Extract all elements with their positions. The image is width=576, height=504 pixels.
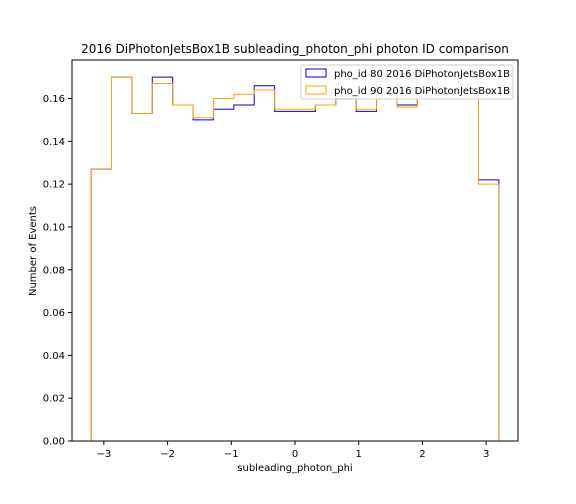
y-tick-label: 0.00	[43, 437, 65, 448]
y-tick-label: 0.02	[43, 394, 65, 405]
x-tick-label: −2	[160, 449, 175, 460]
chart-title: 2016 DiPhotonJetsBox1B subleading_photon…	[81, 42, 509, 56]
legend-swatch-pho-id-80	[305, 68, 327, 78]
y-tick-label: 0.08	[43, 265, 65, 276]
legend-box	[300, 64, 514, 100]
y-tick-label: 0.04	[43, 351, 65, 362]
x-tick-label: −1	[224, 449, 239, 460]
legend-label-pho-id-80: pho_id 80 2016 DiPhotonJetsBox1B	[334, 69, 510, 80]
y-tick-label: 0.14	[43, 137, 65, 148]
y-tick-label: 0.16	[43, 94, 65, 105]
x-tick-label: 3	[483, 449, 489, 460]
y-axis-ticks: 0.00 0.02 0.04 0.06 0.08 0.10 0.12 0.14 0.16	[43, 94, 72, 448]
y-tick-label: 0.12	[43, 180, 65, 191]
plot-area	[72, 60, 518, 441]
x-axis-ticks: −3 −2 −1 0 1 2 3	[96, 441, 489, 460]
x-axis-label: subleading_photon_phi	[237, 463, 352, 474]
y-axis-label: Number of Events	[28, 206, 39, 296]
y-tick-label: 0.06	[43, 308, 65, 319]
x-tick-label: 1	[356, 449, 362, 460]
legend-label-pho-id-90: pho_id 90 2016 DiPhotonJetsBox1B	[334, 86, 510, 97]
legend: pho_id 80 2016 DiPhotonJetsBox1B pho_id …	[300, 64, 514, 100]
x-tick-label: −3	[96, 449, 111, 460]
y-tick-label: 0.10	[43, 222, 65, 233]
legend-swatch-pho-id-90	[305, 85, 327, 95]
x-tick-label: 0	[292, 449, 298, 460]
x-tick-label: 2	[419, 449, 425, 460]
